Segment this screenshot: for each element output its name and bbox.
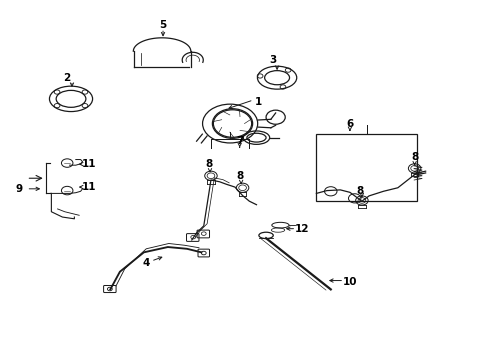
Text: 2: 2 — [63, 73, 71, 83]
Text: 8: 8 — [355, 186, 363, 195]
Text: 1: 1 — [255, 98, 262, 107]
Text: 4: 4 — [142, 258, 150, 268]
Text: 9: 9 — [16, 184, 23, 194]
Bar — [316, 134, 416, 201]
Text: 5: 5 — [159, 20, 166, 30]
Text: 7: 7 — [236, 136, 243, 146]
Text: 6: 6 — [346, 118, 353, 129]
Text: 8: 8 — [410, 152, 417, 162]
Text: 10: 10 — [342, 277, 356, 287]
Text: 11: 11 — [81, 182, 96, 192]
Text: 11: 11 — [81, 159, 96, 169]
Text: 8: 8 — [204, 159, 212, 169]
Text: 3: 3 — [269, 55, 276, 65]
Text: 8: 8 — [236, 171, 243, 181]
Text: 12: 12 — [294, 224, 308, 234]
